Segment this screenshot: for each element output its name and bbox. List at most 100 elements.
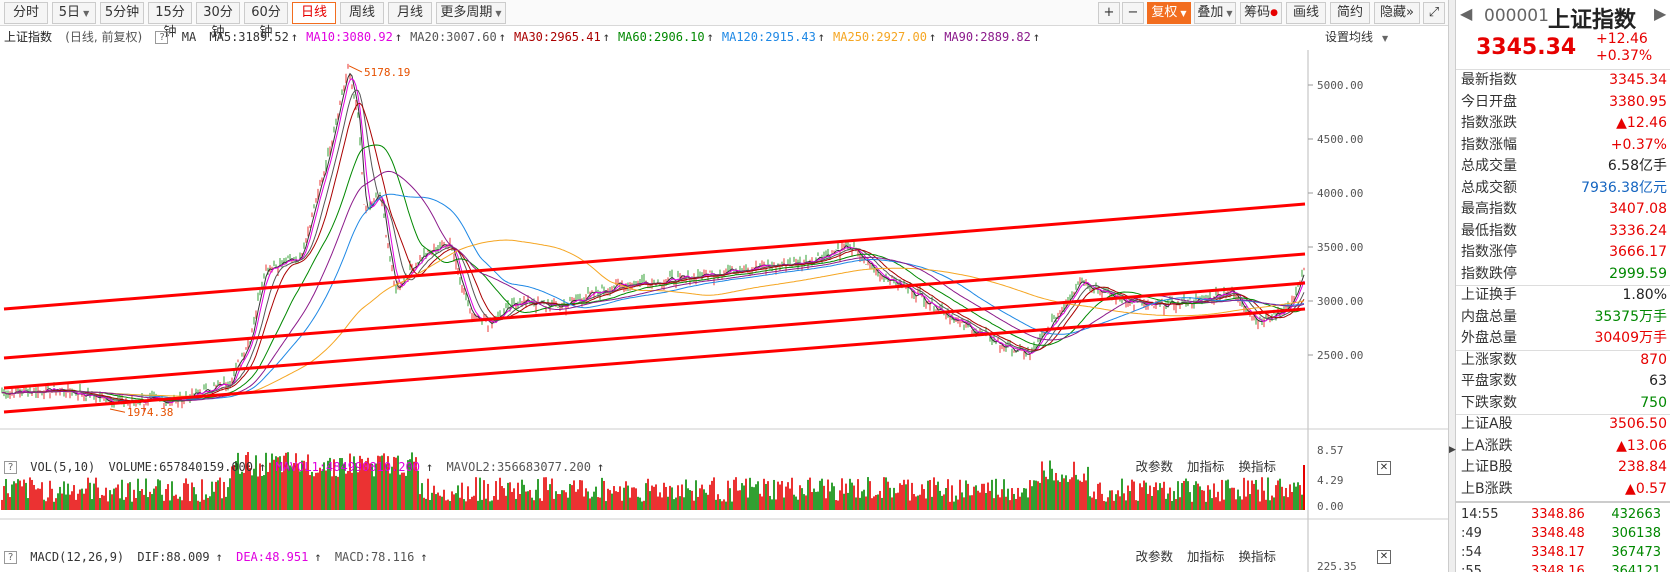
volume-bar bbox=[333, 459, 335, 510]
tab-60min[interactable]: 60分钟 bbox=[244, 2, 288, 40]
zoom-in-button[interactable]: + bbox=[1098, 2, 1120, 24]
macd-tick-label: 225.35 bbox=[1317, 560, 1357, 572]
vol-change-params-link[interactable]: 改参数 bbox=[1135, 459, 1173, 474]
volume-bar bbox=[161, 494, 163, 510]
chevron-left-icon[interactable]: ◀ bbox=[1460, 4, 1473, 23]
help-icon[interactable]: ? bbox=[155, 31, 169, 44]
volume-bar bbox=[241, 471, 243, 510]
volume-bar bbox=[1039, 482, 1041, 510]
volume-bar bbox=[453, 494, 455, 510]
tab-monthly[interactable]: 月线 bbox=[388, 2, 432, 24]
volume-bar bbox=[557, 494, 559, 510]
volume-bar bbox=[689, 490, 691, 510]
tab-15min[interactable]: 15分钟 bbox=[148, 2, 192, 40]
volume-bar bbox=[181, 500, 183, 510]
quote-label: 总成交量 bbox=[1461, 158, 1517, 174]
quote-panel: ◀ 000001 上证指数 ▶ 3345.34 +12.46 +0.37% 最新… bbox=[1455, 0, 1670, 572]
arrow-up-icon: ↑ bbox=[928, 30, 937, 44]
tab-30min[interactable]: 30分钟 bbox=[196, 2, 240, 40]
volume-bar bbox=[1291, 491, 1293, 510]
overlay-button[interactable]: 叠加 ▼ bbox=[1194, 2, 1236, 24]
volume-bar bbox=[1061, 474, 1063, 510]
volume-bar bbox=[1179, 497, 1181, 510]
volume-bar bbox=[389, 473, 391, 510]
volume-bar bbox=[585, 488, 587, 510]
vol-switch-indicator-link[interactable]: 换指标 bbox=[1238, 459, 1276, 474]
quote-value: ▲0.57 bbox=[1625, 480, 1667, 497]
volume-bar bbox=[479, 477, 481, 510]
tab-fenshi[interactable]: 分时 bbox=[4, 2, 48, 24]
volume-bar bbox=[1019, 496, 1021, 510]
volume-bar bbox=[1203, 490, 1205, 510]
quote-row: 总成交量 6.58亿手 bbox=[1456, 156, 1670, 178]
volume-bar bbox=[1293, 482, 1295, 510]
splitter[interactable]: ▶ bbox=[1448, 0, 1456, 572]
volume-bar bbox=[1207, 485, 1209, 510]
help-icon[interactable]: ? bbox=[4, 551, 17, 564]
tab-5day[interactable]: 5日 ▼ bbox=[52, 2, 96, 24]
ma-line bbox=[1, 193, 1305, 400]
volume-bar bbox=[979, 492, 981, 510]
fullscreen-button[interactable]: ⤢ bbox=[1423, 2, 1445, 24]
adjust-button[interactable]: 复权 ▼ bbox=[1147, 2, 1191, 24]
volume-bar bbox=[735, 477, 737, 510]
volume-bar bbox=[49, 480, 51, 510]
chevron-right-icon[interactable]: ▶ bbox=[1654, 4, 1667, 23]
tab-daily[interactable]: 日线 bbox=[292, 2, 336, 24]
volume-bar bbox=[549, 484, 551, 510]
volume-bar bbox=[1197, 483, 1199, 510]
macd-add-indicator-link[interactable]: 加指标 bbox=[1186, 549, 1225, 564]
quote-label: 最高指数 bbox=[1461, 201, 1517, 217]
hide-button[interactable]: 隐藏» bbox=[1374, 2, 1420, 24]
volume-bar bbox=[875, 494, 877, 510]
volume-bar bbox=[1101, 493, 1103, 510]
volume-bar bbox=[661, 497, 663, 510]
simple-button[interactable]: 简约 bbox=[1330, 2, 1370, 24]
help-icon[interactable]: ? bbox=[4, 461, 17, 474]
volume-bar bbox=[593, 491, 595, 510]
volume-bar bbox=[1247, 480, 1249, 510]
chip-button[interactable]: 筹码● bbox=[1240, 2, 1282, 24]
volume-bar bbox=[1055, 472, 1057, 510]
volume-bar bbox=[485, 498, 487, 510]
macd-switch-indicator-link[interactable]: 换指标 bbox=[1238, 549, 1276, 564]
volume-bar bbox=[1161, 487, 1163, 510]
macd-change-params-link[interactable]: 改参数 bbox=[1135, 549, 1173, 564]
volume-bar bbox=[393, 456, 395, 510]
close-icon[interactable]: ✕ bbox=[1377, 550, 1391, 564]
volume-bar bbox=[31, 479, 33, 510]
volume-bar bbox=[15, 483, 17, 510]
volume-bar bbox=[535, 489, 537, 510]
volume-bar bbox=[337, 476, 339, 510]
volume-bar bbox=[613, 486, 615, 510]
collapse-arrow-icon[interactable]: ▶ bbox=[1449, 445, 1456, 455]
volume-bar bbox=[1011, 488, 1013, 510]
close-icon[interactable]: ✕ bbox=[1377, 461, 1391, 475]
volume-bar bbox=[369, 463, 371, 510]
volume-bar bbox=[519, 493, 521, 510]
volume-bar bbox=[1029, 480, 1031, 510]
volume-bar bbox=[887, 481, 889, 510]
volume-bar bbox=[205, 494, 207, 510]
volume-bar bbox=[899, 483, 901, 510]
ma-settings-label: 设置均线 bbox=[1325, 30, 1374, 44]
volume-bar bbox=[1303, 465, 1305, 510]
vol-add-indicator-link[interactable]: 加指标 bbox=[1186, 459, 1225, 474]
volume-bar bbox=[101, 494, 103, 510]
quote-value: 3345.34 bbox=[1609, 72, 1667, 88]
tab-more-periods[interactable]: 更多周期 ▼ bbox=[436, 2, 506, 24]
kline-chart[interactable]: 5000.00 4500.00 4000.00 3500.00 3000.00 2500.… bbox=[0, 26, 1448, 572]
chart-area: 上证指数 (日线, 前复权) ? MA MA5:3189.52 ↑ MA10:308… bbox=[0, 26, 1448, 572]
ma-settings-button[interactable]: 设置均线 ▼ bbox=[1325, 27, 1394, 47]
volume-bar bbox=[879, 490, 881, 510]
zoom-out-button[interactable]: − bbox=[1122, 2, 1144, 24]
volume-bar bbox=[855, 497, 857, 510]
volume-bar bbox=[255, 455, 257, 510]
tab-weekly[interactable]: 周线 bbox=[340, 2, 384, 24]
volume-bar bbox=[167, 484, 169, 510]
tab-5min[interactable]: 5分钟 bbox=[100, 2, 144, 24]
volume-bar bbox=[373, 476, 375, 510]
volume-bar bbox=[1149, 485, 1151, 510]
draw-line-button[interactable]: 画线 bbox=[1286, 2, 1326, 24]
volume-bar bbox=[929, 479, 931, 510]
